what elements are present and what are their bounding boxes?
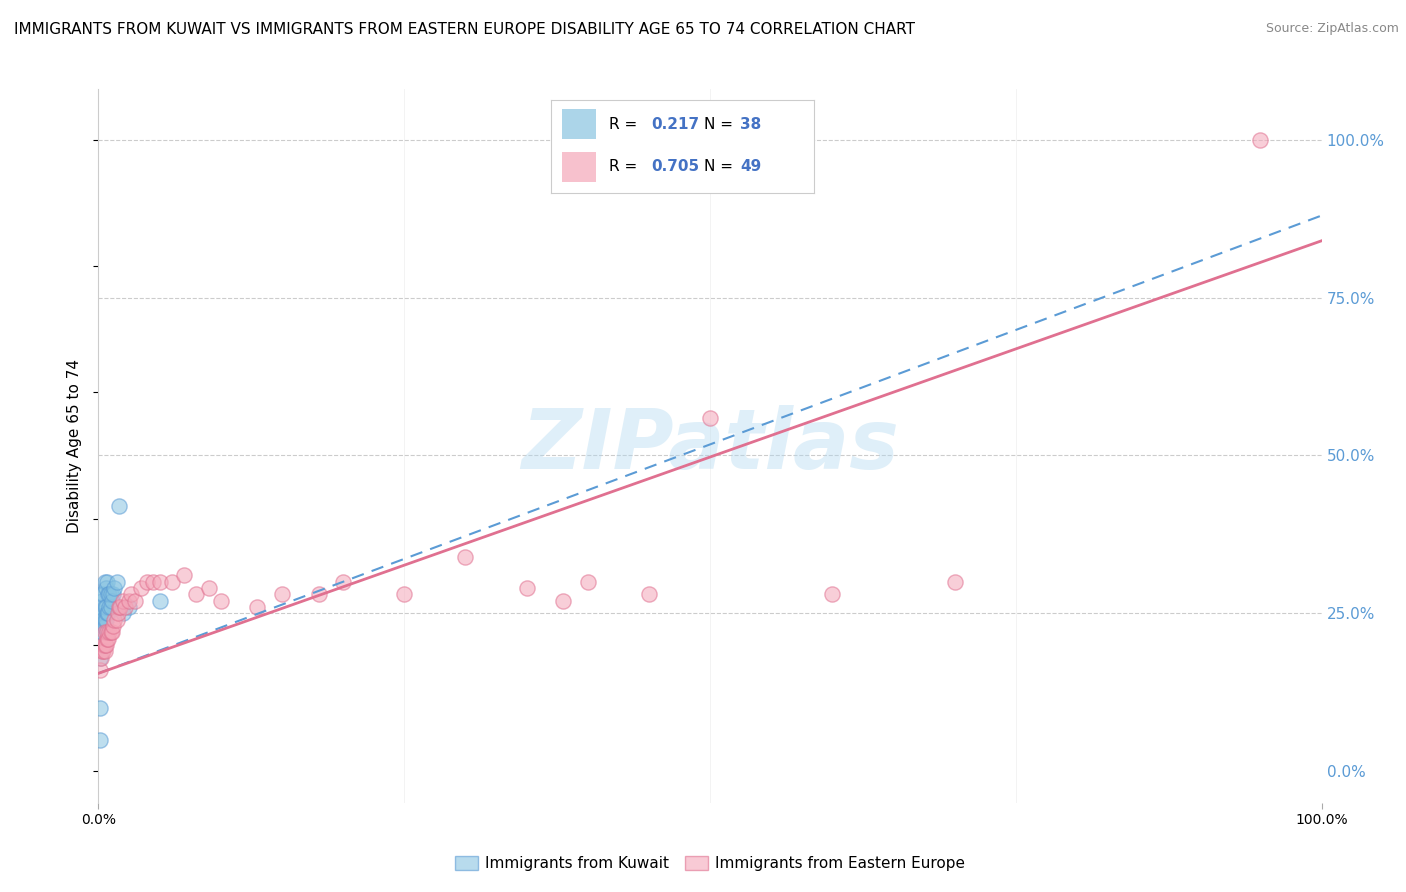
Point: [91, 607, 114, 621]
Point: [553, 593, 575, 607]
Point: [332, 574, 354, 589]
Point: [160, 574, 183, 589]
Point: [98, 625, 121, 640]
Point: [103, 613, 125, 627]
Point: [91, 644, 114, 658]
Point: [89, 732, 111, 747]
Point: [129, 581, 152, 595]
Point: [101, 619, 124, 633]
Point: [308, 587, 330, 601]
Point: [209, 593, 232, 607]
Point: [108, 600, 131, 615]
Point: [111, 593, 134, 607]
Point: [515, 581, 537, 595]
Point: [107, 607, 129, 621]
Point: [91, 619, 114, 633]
Legend: Immigrants from Kuwait, Immigrants from Eastern Europe: Immigrants from Kuwait, Immigrants from …: [449, 850, 972, 877]
Point: [101, 625, 124, 640]
Point: [124, 593, 146, 607]
Point: [100, 600, 122, 615]
Point: [103, 581, 125, 595]
Point: [120, 587, 142, 601]
Point: [90, 587, 112, 601]
Point: [246, 600, 269, 615]
Point: [118, 600, 141, 615]
Point: [97, 607, 120, 621]
Point: [101, 593, 124, 607]
Point: [105, 613, 128, 627]
Point: [94, 613, 117, 627]
Point: [1249, 133, 1271, 147]
Point: [93, 613, 115, 627]
Point: [91, 625, 114, 640]
Text: IMMIGRANTS FROM KUWAIT VS IMMIGRANTS FROM EASTERN EUROPE DISABILITY AGE 65 TO 74: IMMIGRANTS FROM KUWAIT VS IMMIGRANTS FRO…: [14, 22, 915, 37]
Point: [89, 663, 111, 677]
Point: [91, 593, 114, 607]
Point: [91, 613, 114, 627]
Point: [89, 701, 111, 715]
Point: [943, 574, 966, 589]
Point: [638, 587, 661, 601]
Point: [89, 650, 111, 665]
Point: [96, 625, 118, 640]
Point: [90, 613, 112, 627]
Point: [94, 581, 117, 595]
Point: [98, 600, 121, 615]
Point: [114, 600, 136, 615]
Point: [108, 499, 131, 513]
Point: [94, 638, 117, 652]
Point: [149, 593, 172, 607]
Point: [821, 587, 844, 601]
Point: [93, 574, 115, 589]
Point: [96, 607, 118, 621]
Point: [136, 574, 159, 589]
Point: [97, 587, 120, 601]
Point: [454, 549, 477, 564]
Text: Source: ZipAtlas.com: Source: ZipAtlas.com: [1265, 22, 1399, 36]
Point: [101, 587, 124, 601]
Point: [270, 587, 294, 601]
Point: [110, 600, 132, 615]
Point: [90, 650, 112, 665]
Point: [93, 638, 115, 652]
Point: [91, 587, 114, 601]
Point: [142, 574, 165, 589]
Point: [91, 638, 114, 652]
Point: [90, 607, 112, 621]
Point: [91, 644, 114, 658]
Point: [94, 600, 117, 615]
Text: ZIPatlas: ZIPatlas: [522, 406, 898, 486]
Point: [93, 600, 115, 615]
Point: [96, 632, 118, 646]
Point: [111, 607, 134, 621]
Point: [90, 600, 112, 615]
Point: [197, 581, 219, 595]
Point: [105, 574, 128, 589]
Point: [149, 574, 172, 589]
Point: [576, 574, 599, 589]
Point: [93, 619, 115, 633]
Point: [392, 587, 416, 601]
Point: [173, 568, 195, 582]
Point: [90, 625, 112, 640]
Point: [93, 644, 115, 658]
Point: [100, 625, 122, 640]
Point: [186, 587, 208, 601]
Y-axis label: Disability Age 65 to 74: Disability Age 65 to 74: [67, 359, 83, 533]
Point: [96, 574, 118, 589]
Point: [98, 587, 121, 601]
Point: [699, 410, 721, 425]
Point: [91, 613, 114, 627]
Point: [97, 632, 120, 646]
Point: [100, 587, 122, 601]
Point: [93, 625, 115, 640]
Point: [118, 593, 141, 607]
